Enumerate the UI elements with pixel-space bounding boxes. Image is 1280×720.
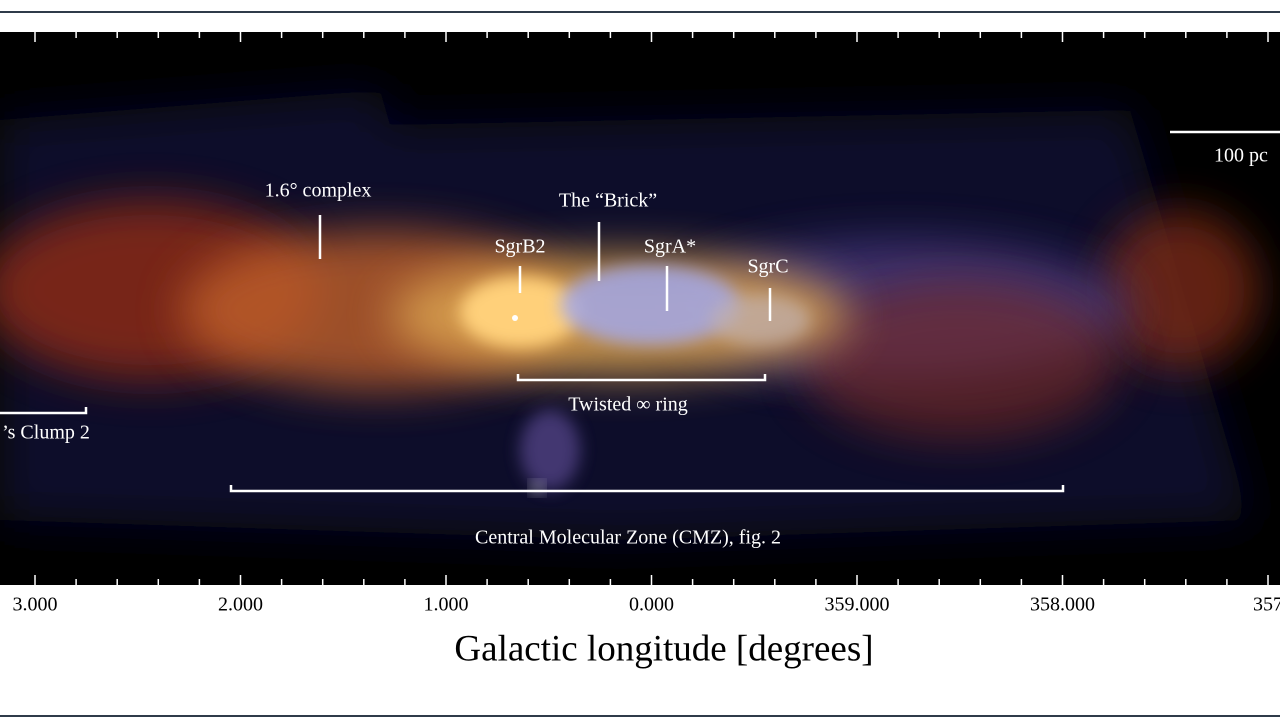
x-tick-label: 358.000 — [1030, 594, 1095, 616]
x-tick-label: 359.000 — [825, 594, 890, 616]
annotation: SgrB2 — [494, 236, 545, 258]
annotation: ’s Clump 2 — [2, 422, 90, 444]
bracket — [229, 485, 1065, 493]
annotation: Twisted ∞ ring — [568, 394, 688, 416]
annotation: SgrA* — [644, 236, 696, 258]
x-tick-label: 0.000 — [629, 594, 674, 616]
axis-title: Galactic longitude [degrees] — [454, 628, 873, 669]
annotation: SgrC — [747, 256, 788, 278]
annotation: The “Brick” — [559, 190, 657, 212]
sky-image — [0, 32, 1280, 585]
x-tick-label: 357 — [1253, 594, 1280, 616]
annotations: 1.6° complex The “Brick” SgrB2 SgrA* Sgr… — [0, 130, 1280, 549]
annotation: 100 pc — [1214, 145, 1268, 167]
x-tick-label: 3.000 — [13, 594, 58, 616]
x-tick-label: 2.000 — [218, 594, 263, 616]
x-tick-label: 1.000 — [424, 594, 469, 616]
annotation: 1.6° complex — [265, 180, 372, 202]
annotation: Central Molecular Zone (CMZ), fig. 2 — [475, 527, 781, 549]
bracket — [516, 374, 767, 382]
bracket — [0, 407, 88, 415]
axis-ticks: 3.000 2.000 1.000 0.000 359.000 358.000 357 — [13, 32, 1280, 616]
